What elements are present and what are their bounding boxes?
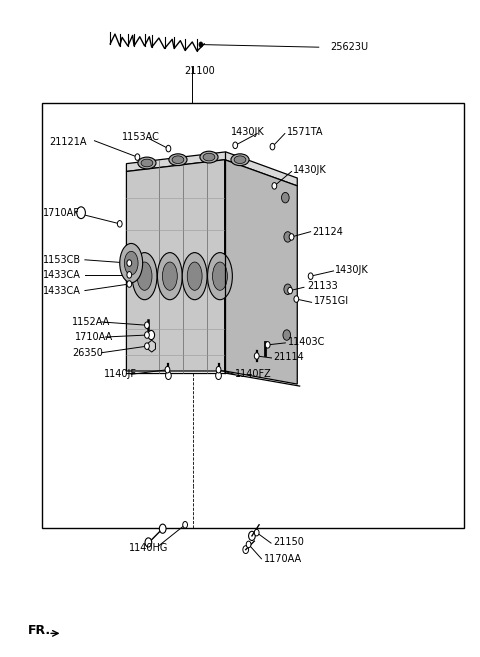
Text: 1140HG: 1140HG [129, 543, 168, 553]
Text: 1710AA: 1710AA [75, 332, 113, 342]
Text: 1710AF: 1710AF [43, 208, 80, 217]
Circle shape [233, 142, 238, 148]
Circle shape [127, 271, 132, 278]
Ellipse shape [157, 252, 182, 300]
Circle shape [294, 296, 299, 302]
Text: 21121A: 21121A [49, 137, 86, 147]
Circle shape [249, 532, 255, 541]
Polygon shape [126, 152, 297, 186]
Ellipse shape [231, 154, 249, 166]
Text: 21124: 21124 [312, 227, 343, 237]
Circle shape [127, 260, 132, 266]
Ellipse shape [172, 156, 184, 164]
Circle shape [289, 234, 294, 240]
Circle shape [216, 372, 221, 380]
Circle shape [144, 343, 149, 350]
Ellipse shape [137, 262, 152, 290]
Text: 1433CA: 1433CA [43, 286, 81, 296]
Circle shape [144, 322, 149, 328]
Ellipse shape [203, 153, 215, 161]
Text: 1571TA: 1571TA [287, 127, 323, 137]
Ellipse shape [138, 157, 156, 169]
Circle shape [165, 367, 170, 373]
Circle shape [144, 332, 149, 338]
Polygon shape [148, 340, 156, 352]
Text: 25623U: 25623U [331, 42, 369, 52]
Circle shape [272, 183, 277, 189]
Ellipse shape [182, 252, 207, 300]
Circle shape [254, 530, 259, 536]
Circle shape [288, 287, 292, 294]
Circle shape [166, 372, 171, 380]
Text: 1140JF: 1140JF [104, 369, 137, 379]
Text: 1153CB: 1153CB [43, 255, 82, 265]
Text: 21114: 21114 [274, 351, 304, 361]
Circle shape [254, 353, 259, 359]
Circle shape [281, 193, 289, 203]
Text: 1433CA: 1433CA [43, 270, 81, 280]
Circle shape [283, 330, 290, 340]
Circle shape [246, 541, 251, 548]
Ellipse shape [234, 156, 246, 164]
Circle shape [148, 330, 155, 340]
Text: 1430JK: 1430JK [293, 165, 327, 175]
Circle shape [284, 284, 291, 294]
Text: 21150: 21150 [274, 537, 304, 547]
Circle shape [117, 221, 122, 227]
Text: 1140FZ: 1140FZ [235, 369, 272, 379]
Circle shape [243, 546, 249, 554]
Circle shape [77, 207, 85, 219]
Ellipse shape [162, 262, 177, 290]
Circle shape [216, 367, 221, 373]
Text: 21133: 21133 [307, 281, 337, 291]
Ellipse shape [124, 251, 138, 275]
Circle shape [145, 538, 152, 547]
Ellipse shape [213, 262, 228, 290]
Text: FR.: FR. [28, 624, 51, 637]
Text: 26350: 26350 [72, 348, 103, 357]
Circle shape [166, 145, 171, 152]
Text: 1170AA: 1170AA [264, 554, 302, 564]
Text: 1430JK: 1430JK [230, 127, 264, 137]
Text: 1751GI: 1751GI [314, 296, 349, 306]
Ellipse shape [141, 159, 153, 167]
Text: 1153AC: 1153AC [121, 133, 159, 143]
Circle shape [270, 143, 275, 150]
Text: 1430JK: 1430JK [336, 265, 369, 275]
Ellipse shape [120, 244, 143, 283]
Ellipse shape [187, 262, 202, 290]
Ellipse shape [169, 154, 187, 166]
Circle shape [265, 342, 270, 348]
Circle shape [308, 273, 313, 279]
Circle shape [127, 281, 132, 287]
Text: 21100: 21100 [184, 66, 215, 76]
Circle shape [159, 524, 166, 533]
Text: 1152AA: 1152AA [72, 317, 110, 327]
Bar [42, 102, 464, 528]
Polygon shape [126, 160, 225, 371]
Circle shape [183, 522, 188, 528]
Circle shape [284, 232, 291, 242]
Ellipse shape [200, 151, 218, 163]
Circle shape [135, 154, 140, 160]
Circle shape [199, 42, 203, 47]
Ellipse shape [207, 252, 232, 300]
Polygon shape [225, 160, 297, 384]
Ellipse shape [132, 252, 157, 300]
Text: 11403C: 11403C [288, 336, 325, 347]
